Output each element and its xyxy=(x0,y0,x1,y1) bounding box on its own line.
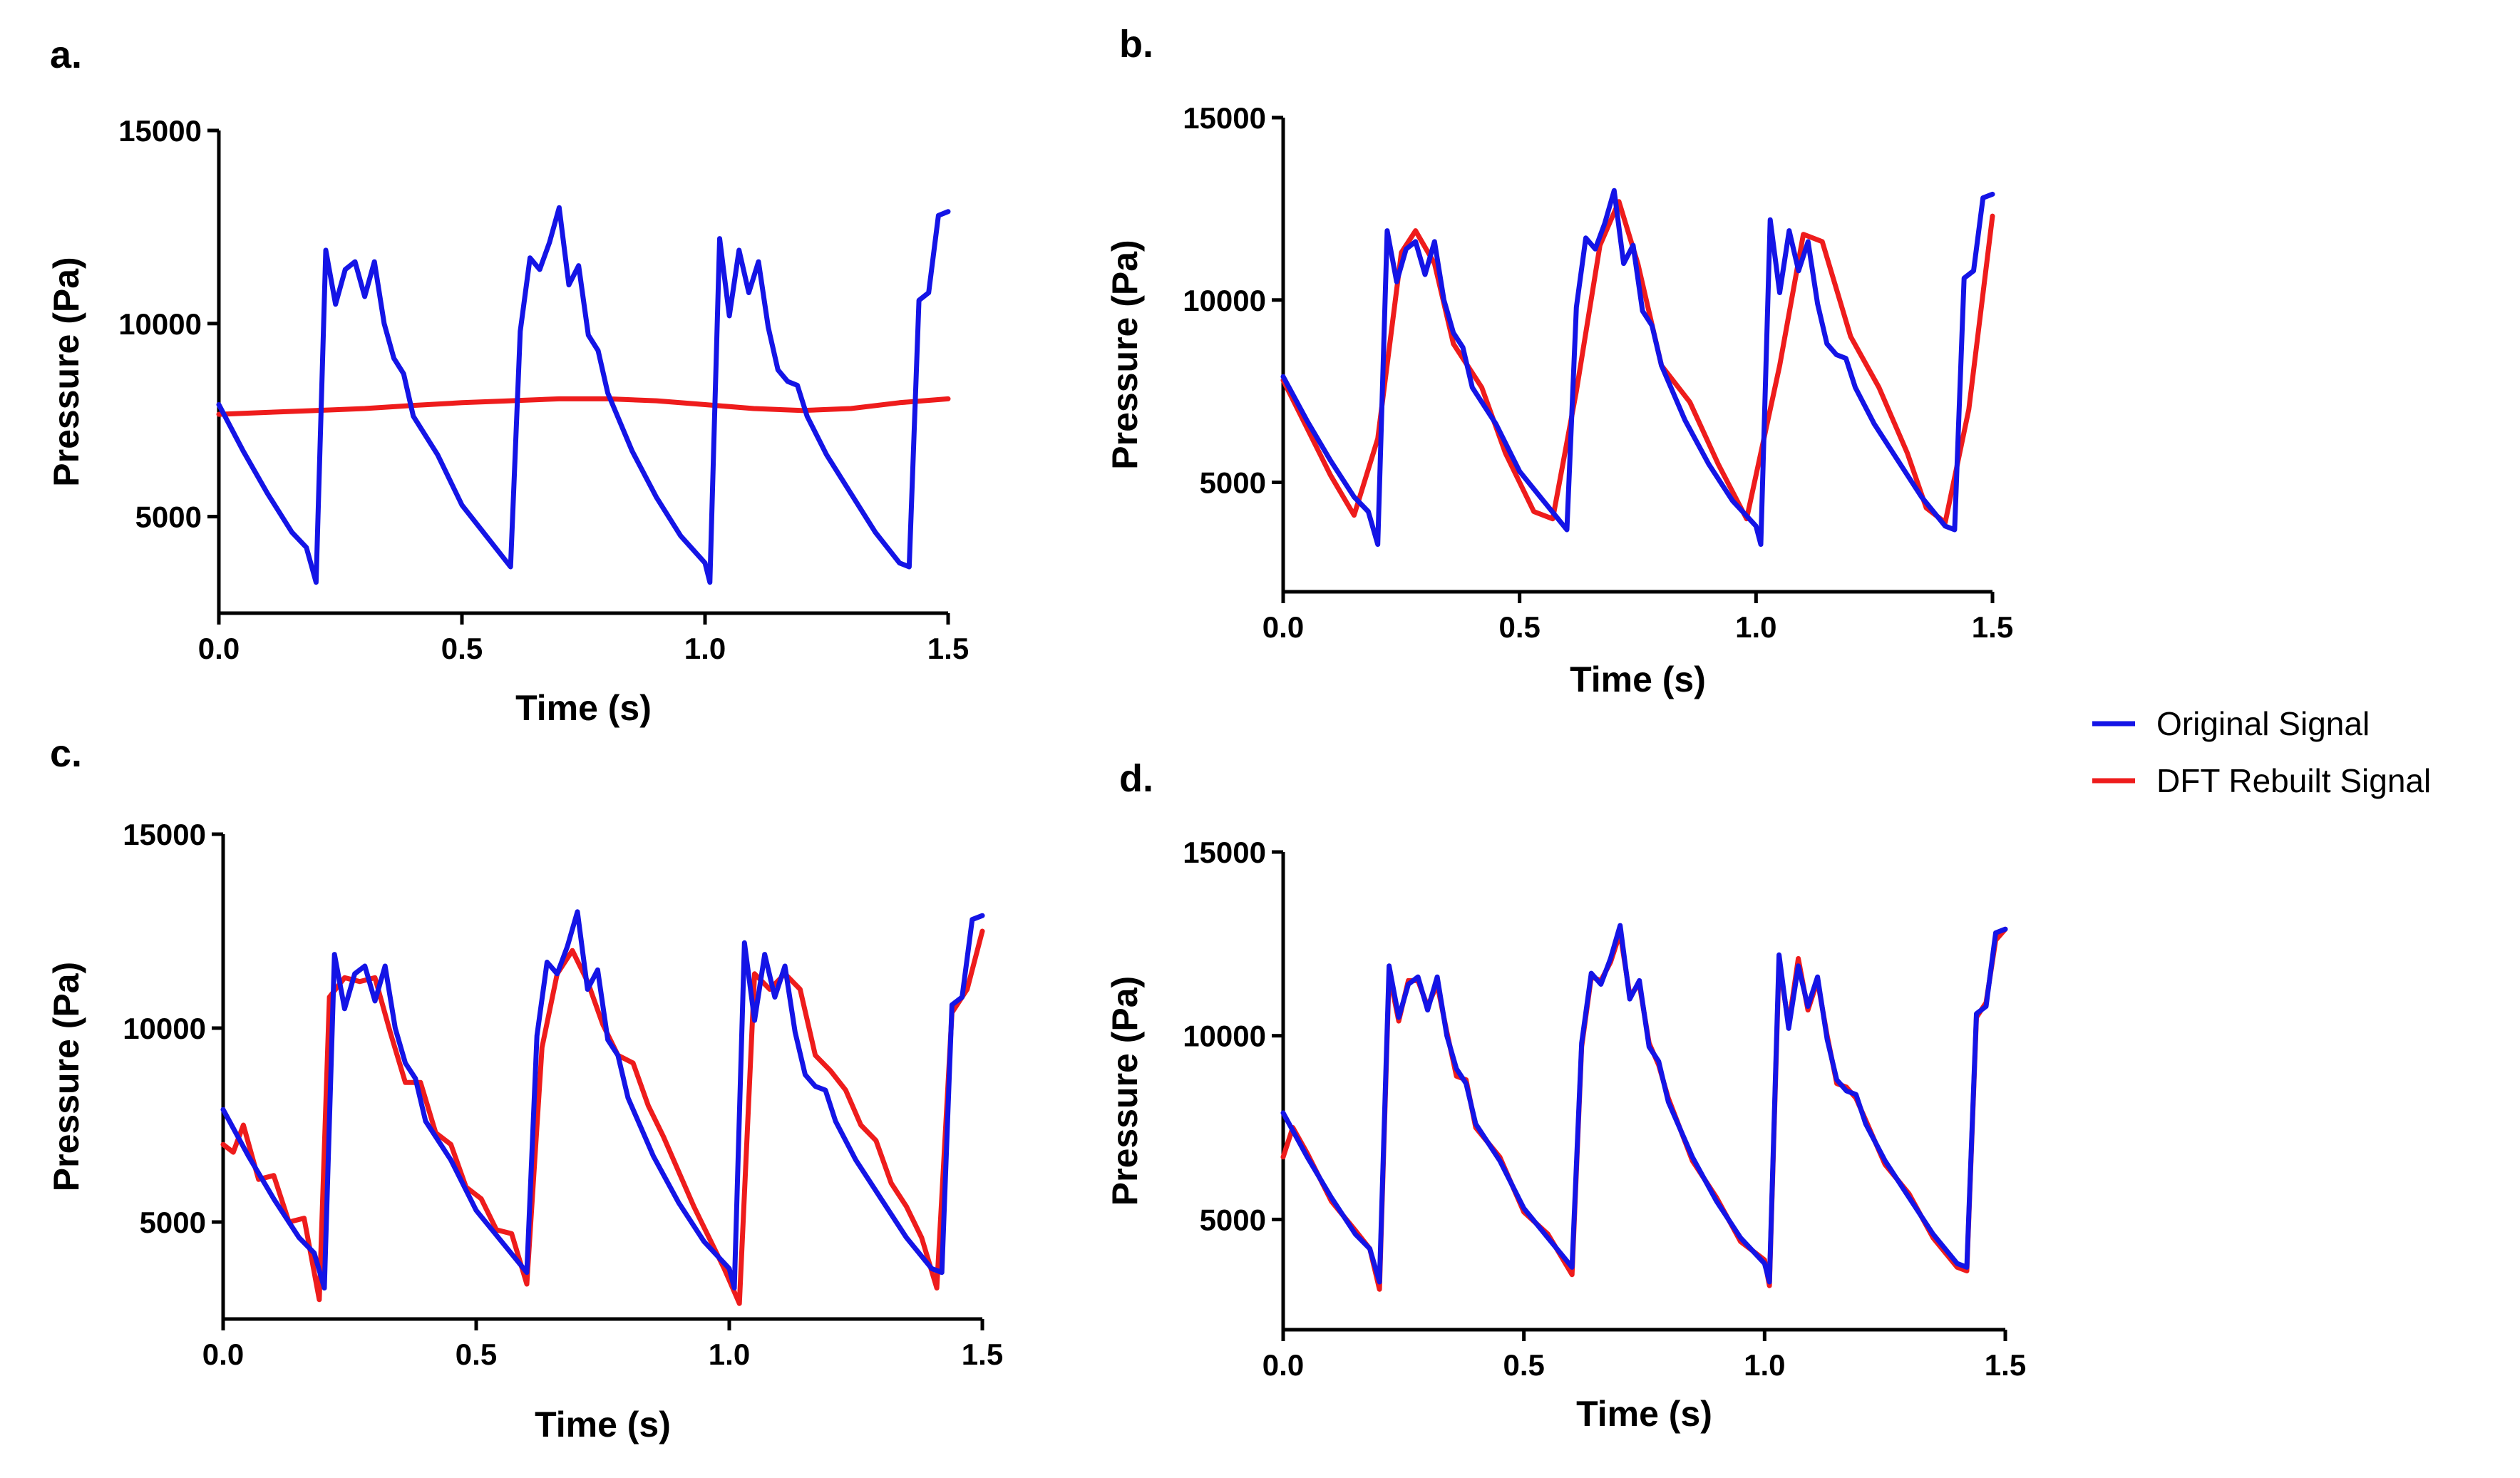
x-axis-title: Time (s) xyxy=(515,688,652,728)
y-tick-label: 15000 xyxy=(123,818,206,851)
x-tick-label: 1.0 xyxy=(709,1338,750,1371)
panel-d: d. 0.0 0.5 1.0 1.5 5000 10000 15000 Time (s) Pres… xyxy=(1105,757,2026,1434)
y-tick-label: 15000 xyxy=(1183,836,1266,869)
y-tick-label: 5000 xyxy=(1200,1203,1266,1236)
x-tick-label: 1.0 xyxy=(684,632,726,665)
x-tick-label: 1.5 xyxy=(962,1338,1003,1371)
y-axis-title: Pressure (Pa) xyxy=(1105,240,1145,469)
legend-label: DFT Rebuilt Signal xyxy=(2156,762,2431,799)
x-tick-label: 1.0 xyxy=(1735,610,1776,644)
panel-a: a. 0.0 0.5 1.0 1.5 5000 10000 15000 Time (s) Pres… xyxy=(46,34,969,728)
original-signal-line xyxy=(220,909,985,1290)
x-tick-label: 0.5 xyxy=(1503,1348,1544,1382)
panel-letter: a. xyxy=(50,34,82,76)
y-axis-title: Pressure (Pa) xyxy=(46,257,86,486)
panel-c: c. 0.0 0.5 1.0 1.5 5000 10000 15000 Time (s) Pres… xyxy=(46,732,1003,1444)
y-tick-label: 10000 xyxy=(123,1012,206,1045)
y-tick-label: 5000 xyxy=(135,501,202,534)
dft-rebuilt-signal-line xyxy=(1280,199,1995,525)
x-tick-label: 0.5 xyxy=(1498,610,1540,644)
x-tick-label: 0.5 xyxy=(441,632,483,665)
original-signal-line xyxy=(1280,923,2008,1285)
x-axis-title: Time (s) xyxy=(1576,1394,1712,1434)
x-axis-title: Time (s) xyxy=(535,1405,671,1444)
y-tick-label: 10000 xyxy=(1183,1020,1266,1053)
panel-letter: d. xyxy=(1119,757,1153,800)
dft-rebuilt-signal-line xyxy=(216,396,951,417)
original-signal-line xyxy=(1280,188,1995,547)
panel-letter: b. xyxy=(1119,23,1153,66)
x-tick-label: 1.5 xyxy=(1972,610,2013,644)
dft-rebuilt-signal-line xyxy=(220,928,985,1306)
x-tick-label: 0.0 xyxy=(198,632,240,665)
y-tick-label: 5000 xyxy=(140,1206,206,1239)
x-tick-label: 1.5 xyxy=(1985,1348,2026,1382)
y-tick-label: 15000 xyxy=(118,114,202,148)
x-tick-label: 0.0 xyxy=(1262,1348,1304,1382)
x-tick-label: 1.0 xyxy=(1744,1348,1785,1382)
y-tick-label: 10000 xyxy=(118,307,202,341)
x-tick-label: 0.0 xyxy=(1262,610,1304,644)
y-tick-label: 10000 xyxy=(1183,284,1266,317)
y-axis-title: Pressure (Pa) xyxy=(1105,976,1145,1206)
legend: Original Signal DFT Rebuilt Signal xyxy=(2092,705,2431,799)
panel-b: b. 0.0 0.5 1.0 1.5 5000 10000 15000 Time (s) Pres… xyxy=(1105,23,2013,699)
original-signal-line xyxy=(216,205,951,585)
x-tick-label: 0.0 xyxy=(202,1338,244,1371)
legend-label: Original Signal xyxy=(2156,705,2370,742)
y-axis-title: Pressure (Pa) xyxy=(46,962,86,1191)
x-tick-label: 0.5 xyxy=(456,1338,497,1371)
x-axis-title: Time (s) xyxy=(1570,660,1706,699)
x-tick-label: 1.5 xyxy=(927,632,969,665)
panel-letter: c. xyxy=(50,732,82,775)
y-tick-label: 5000 xyxy=(1200,466,1266,500)
y-tick-label: 15000 xyxy=(1183,101,1266,135)
